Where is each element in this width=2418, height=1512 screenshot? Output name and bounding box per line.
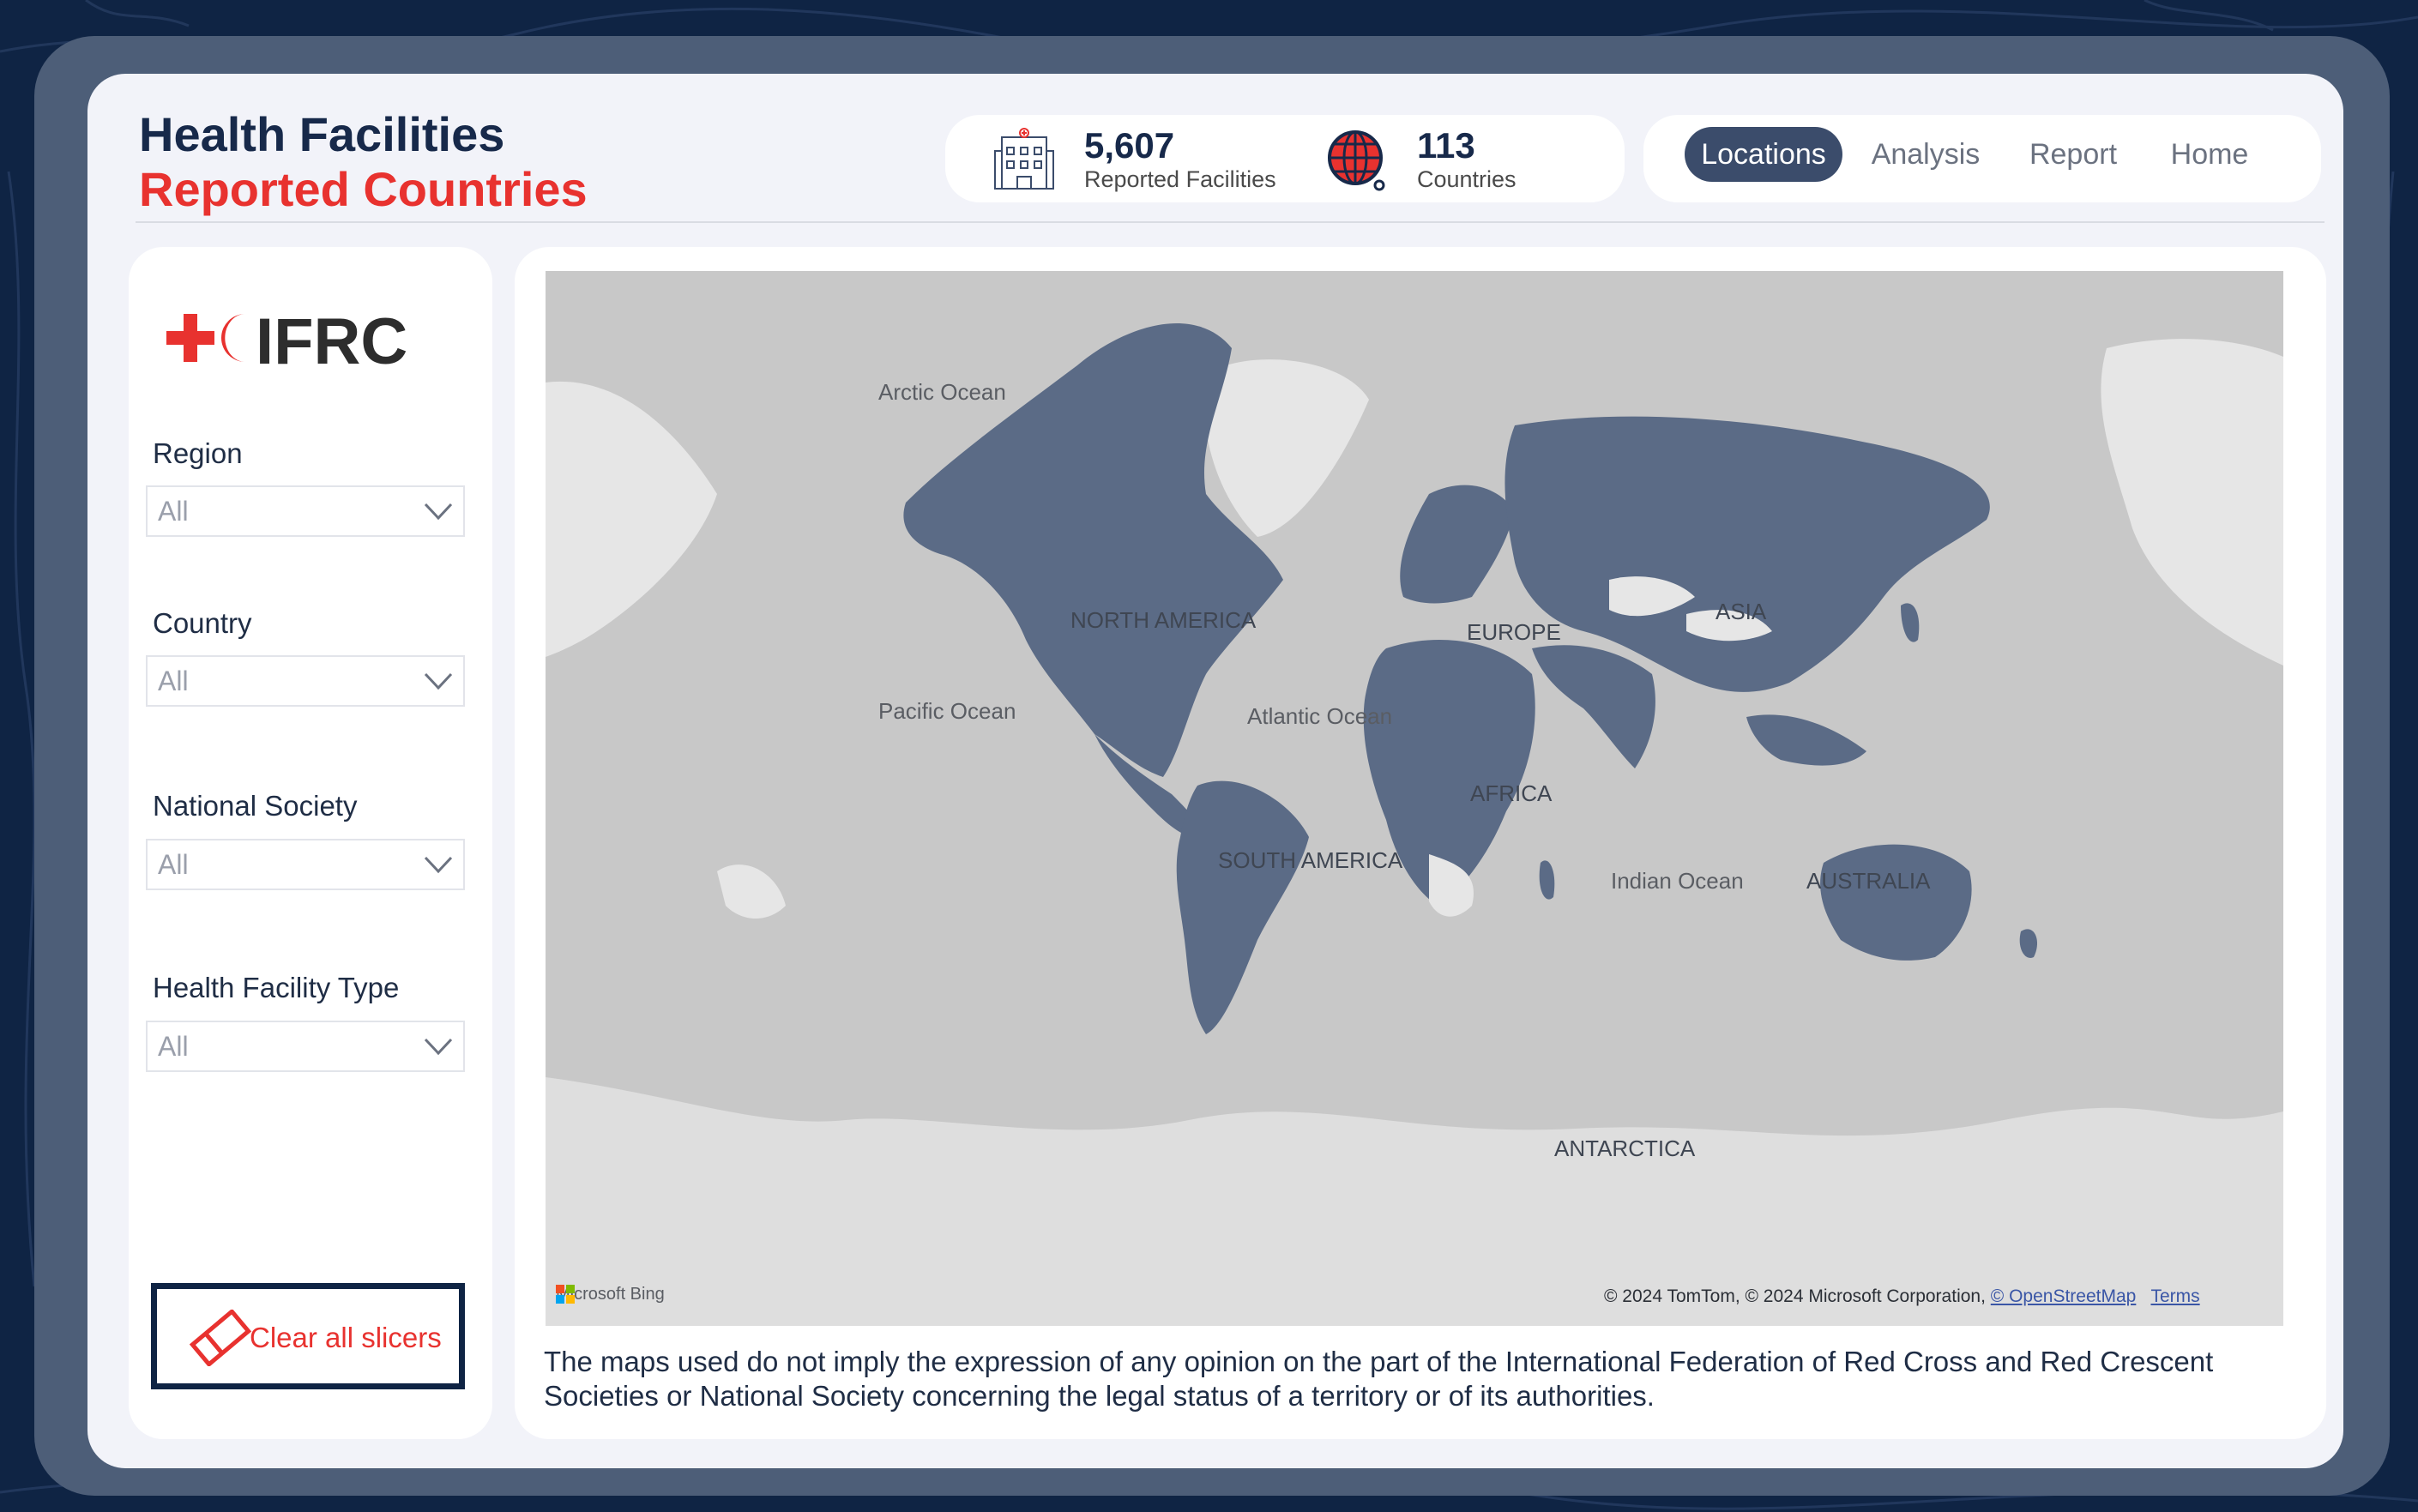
microsoft-logo-icon [556,1285,575,1304]
world-map[interactable]: Arctic Ocean Pacific Ocean Atlantic Ocea… [546,271,2283,1326]
continent-label: EUROPE [1467,619,1561,645]
ocean-label: Pacific Ocean [878,698,1016,724]
continent-label: AFRICA [1470,780,1553,806]
ifrc-logo: IFRC [166,305,407,376]
kpi-card: 5,607 Reported Facilities 113 Countries [945,115,1625,202]
openstreetmap-link[interactable]: © OpenStreetMap [1990,1286,2137,1306]
nav-tab-analysis[interactable]: Analysis [1871,138,1981,171]
chevron-down-icon [424,856,453,874]
facility-type-label: Health Facility Type [153,972,400,1003]
page-title: Health Facilities [139,107,505,161]
chevron-down-icon [424,1038,453,1056]
region-dropdown[interactable]: All [146,485,465,537]
nav-tab-home[interactable]: Home [2170,138,2249,171]
bing-attribution: Microsoft Bing [556,1285,665,1304]
filter-sidebar: IFRC Region All Country All National Soc… [129,247,492,1439]
ocean-label: Indian Ocean [1611,868,1744,894]
copyright-text: © 2024 TomTom, © 2024 Microsoft Corporat… [1604,1286,1986,1306]
globe-icon [1328,130,1385,191]
page-subtitle: Reported Countries [139,162,588,216]
facility-type-value: All [158,1031,189,1062]
facility-type-dropdown[interactable]: All [146,1021,465,1072]
countries-count: 113 [1417,125,1475,166]
chevron-down-icon [424,672,453,690]
countries-label: Countries [1417,166,1517,192]
continent-label: AUSTRALIA [1806,868,1931,894]
eraser-icon [189,1310,252,1366]
map-card: Arctic Ocean Pacific Ocean Atlantic Ocea… [515,247,2326,1439]
chevron-down-icon [424,503,453,521]
bing-label: Microsoft Bing [556,1285,665,1304]
ocean-label: Arctic Ocean [878,379,1006,405]
map-disclaimer: The maps used do not imply the expressio… [544,1346,2214,1412]
national-society-dropdown[interactable]: All [146,839,465,890]
facilities-count: 5,607 [1084,125,1175,166]
header-divider [136,221,2325,223]
country-label: Country [153,607,252,639]
country-value: All [158,666,189,696]
hospital-building-icon [994,128,1054,190]
map-canvas [546,323,2283,1326]
region-label: Region [153,437,243,469]
clear-all-slicers-label: Clear all slicers [250,1322,442,1353]
country-dropdown[interactable]: All [146,655,465,707]
continent-label: ASIA [1716,599,1767,624]
svg-text:IFRC: IFRC [256,305,407,376]
map-attribution: © 2024 TomTom, © 2024 Microsoft Corporat… [1604,1286,2200,1307]
region-value: All [158,496,189,527]
clear-all-slicers-button[interactable]: Clear all slicers [151,1283,465,1389]
facilities-label: Reported Facilities [1084,166,1276,192]
continent-label: SOUTH AMERICA [1218,847,1403,873]
national-society-value: All [158,849,189,880]
national-society-label: National Society [153,790,358,822]
continent-label: NORTH AMERICA [1070,607,1257,633]
continent-label: ANTARCTICA [1554,1136,1696,1161]
ocean-label: Atlantic Ocean [1247,703,1393,729]
terms-link[interactable]: Terms [2150,1286,2200,1306]
nav-tab-report[interactable]: Report [2029,138,2118,171]
nav-tab-locations[interactable]: Locations [1685,127,1842,182]
page-navigation: Locations Analysis Report Home [1643,115,2321,202]
